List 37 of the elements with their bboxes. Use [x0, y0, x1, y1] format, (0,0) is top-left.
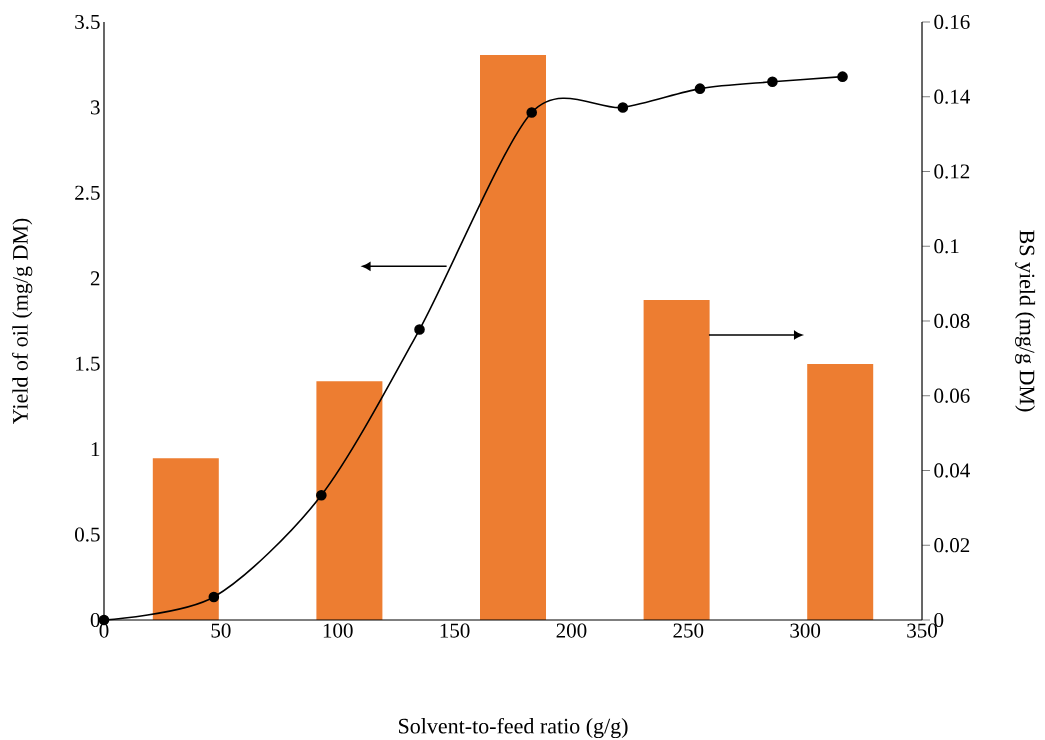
x-tick-label: 100 [323, 623, 353, 638]
bar [152, 458, 219, 620]
point [694, 83, 706, 94]
y-tick-label: 1 [91, 442, 100, 457]
y-tick-label: 2.5 [75, 185, 100, 200]
x-tick-label: 300 [790, 623, 821, 638]
point [414, 324, 425, 335]
point [316, 489, 327, 501]
y-tick-label: 3.5 [75, 14, 100, 30]
y-tick-label: 3 [90, 100, 100, 115]
point [208, 591, 220, 603]
y-tick-label: 0.5 [75, 527, 100, 542]
y2-tick-label: 0.06 [934, 388, 970, 403]
y2-tick-label: 0.1 [934, 239, 959, 254]
x-tick-label: 50 [211, 623, 231, 638]
y2-tick-label: 0.02 [934, 538, 970, 553]
bar [807, 363, 874, 620]
x-tick-label: 250 [673, 623, 704, 638]
point [617, 102, 629, 113]
y2-tick-label: 0.04 [934, 463, 970, 478]
x-axis-title: Solvent-to-feed ratio (g/g) [399, 717, 628, 739]
y2-axis-title: BS yield (mg/g DM) [1015, 230, 1036, 412]
y2-tick-label: 0.14 [934, 89, 970, 104]
point [526, 107, 537, 118]
y2-tick-label: 0.08 [934, 313, 970, 329]
y-tick-label: 2 [90, 271, 100, 286]
point [837, 71, 848, 82]
y2-tick-label: 0.12 [934, 164, 970, 179]
bar [643, 300, 710, 620]
y-axis-title: Yield of oil (mg/g DM) [12, 218, 33, 425]
y-tick-label: 1.5 [76, 356, 100, 371]
x-tick-label: 150 [440, 623, 470, 638]
x-tick-label: 200 [556, 623, 587, 638]
bar [316, 381, 383, 620]
bar [480, 54, 546, 620]
y2-tick-label: 0.16 [934, 14, 970, 30]
point [767, 76, 778, 88]
